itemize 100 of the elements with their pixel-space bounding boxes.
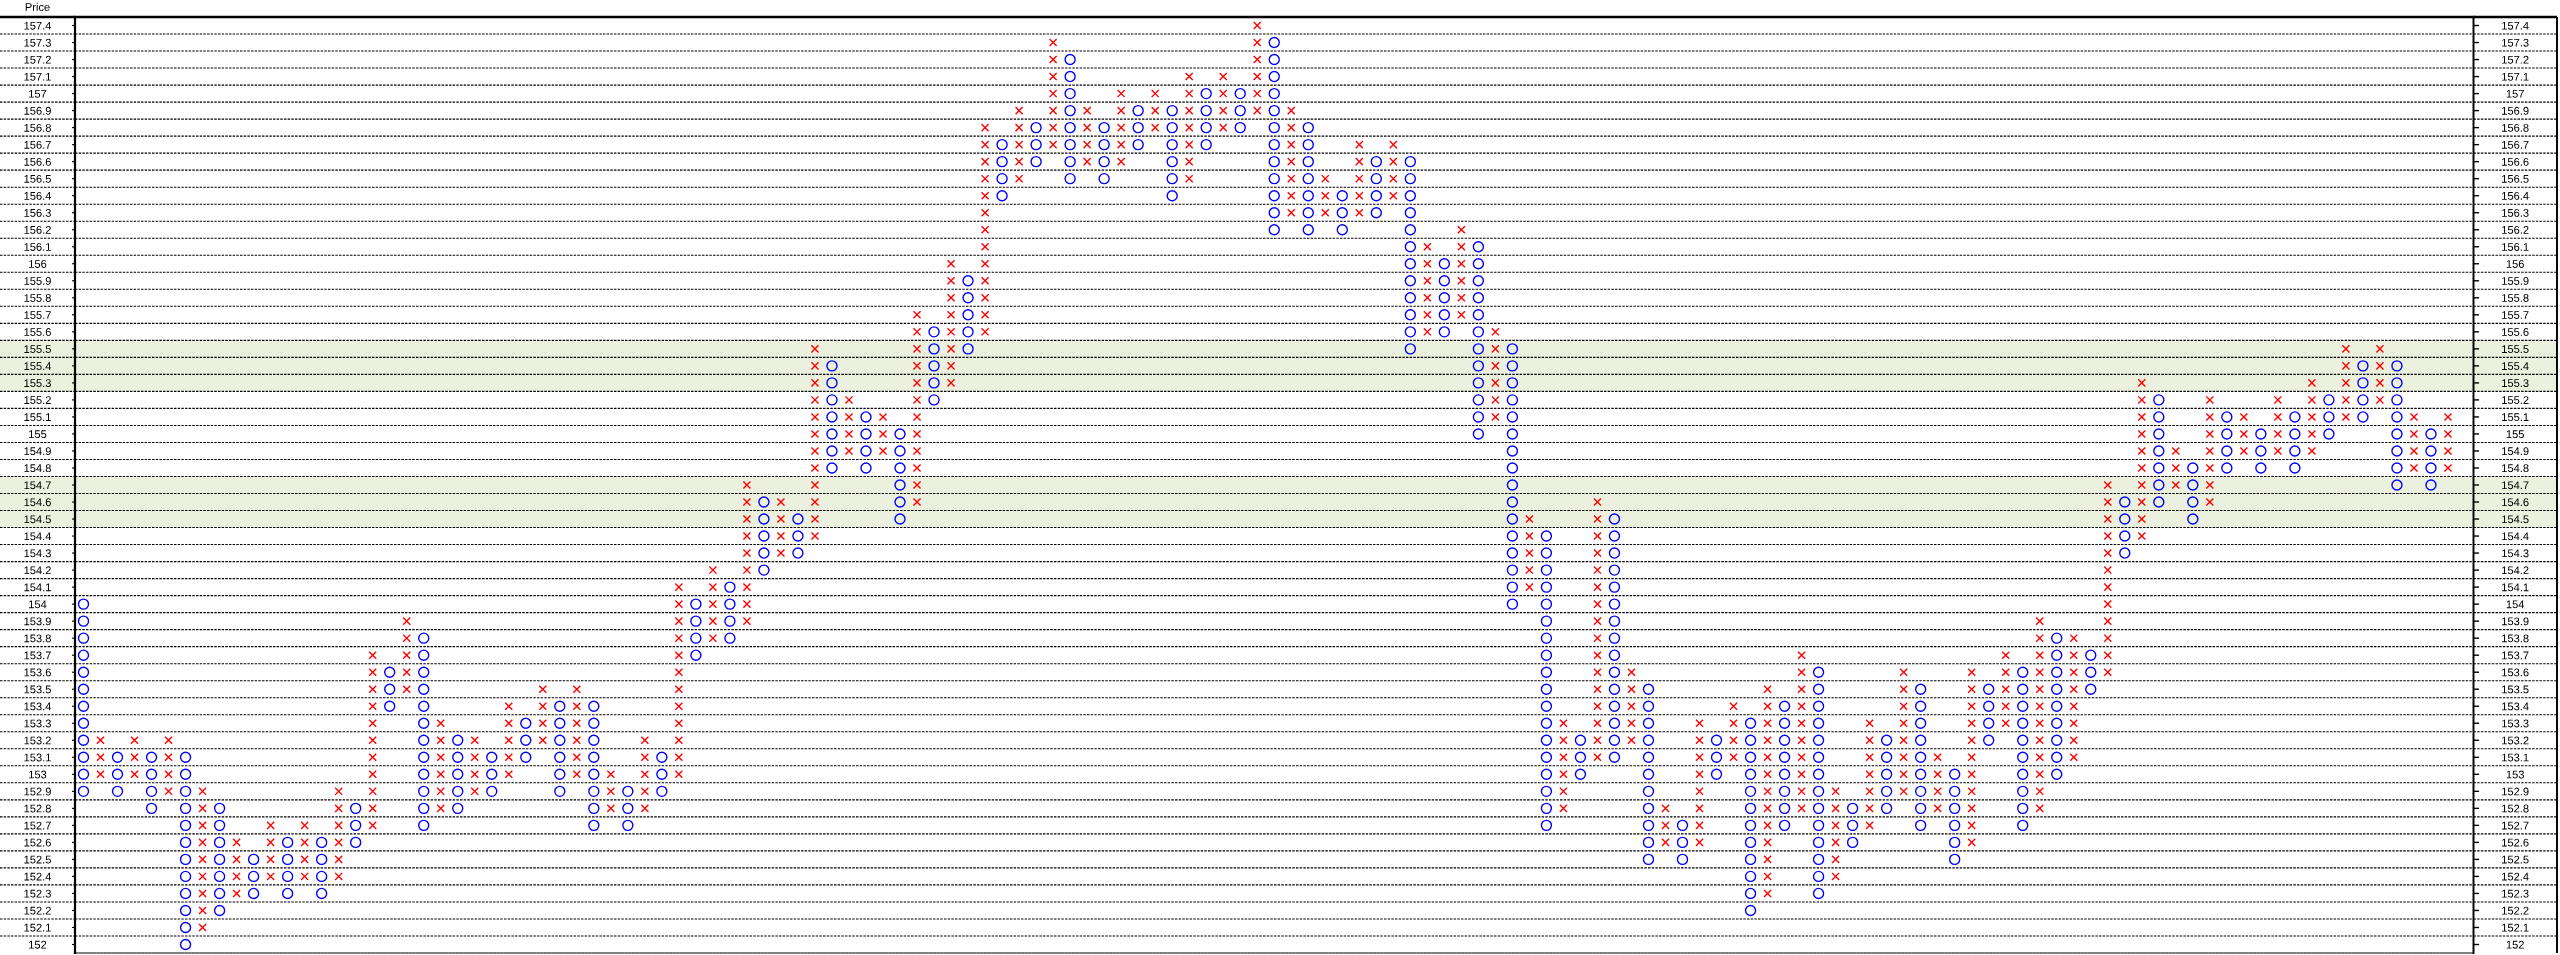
y-tick-label: 153.1	[24, 753, 51, 762]
y-tick-label: 157.1	[24, 72, 51, 81]
y-tick-label: 155.9	[24, 277, 51, 285]
y2-tick-label: 154.7	[2502, 481, 2529, 490]
y2-tick-label: 154.6	[2502, 498, 2529, 507]
y2-tick-label: 156.9	[2502, 106, 2529, 115]
y-tick-label: 152.4	[24, 872, 52, 881]
y-tick-label: 152.6	[24, 838, 51, 847]
y-tick-label: 153.4	[24, 702, 52, 711]
y-tick-label: 157	[29, 89, 47, 98]
y-tick-label: 155.4	[24, 362, 52, 371]
y2-tick-label: 155.2	[2502, 396, 2529, 405]
y-tick-label: 155.2	[24, 396, 51, 405]
y2-tick-label: 155	[2506, 430, 2524, 439]
y2-tick-label: 152.5	[2502, 855, 2529, 864]
y2-tick-label: 154.1	[2502, 583, 2529, 592]
y-tick-label: 153.9	[24, 617, 51, 626]
y-tick-label: 152.1	[24, 923, 51, 932]
y2-tick-label: 152.1	[2502, 923, 2529, 932]
y-tick-label: 156.9	[24, 106, 51, 115]
y-tick-label: 154.7	[24, 481, 51, 490]
y-tick-label: 157.3	[24, 38, 51, 47]
y2-tick-label: 154.3	[2502, 549, 2529, 558]
y-tick-label: 154.3	[24, 549, 51, 558]
y2-tick-label: 156.2	[2502, 225, 2529, 234]
y2-tick-label: 152.6	[2502, 838, 2529, 847]
y2-tick-label: 156.4	[2502, 191, 2529, 200]
y2-tick-label: 152.2	[2502, 906, 2529, 915]
y-tick-label: 156.3	[24, 208, 51, 217]
y-tick-label: 152.5	[24, 855, 51, 864]
y-tick-label: 156.1	[24, 243, 51, 251]
y2-tick-label: 155.3	[2502, 379, 2529, 388]
y2-tick-label: 154	[2506, 600, 2525, 609]
y2-tick-label: 152	[2506, 940, 2524, 949]
y-tick-label: 153.6	[24, 668, 51, 677]
y-tick-label: 153.8	[24, 634, 51, 643]
y2-tick-label: 155.9	[2502, 277, 2529, 285]
y2-tick-label: 152.7	[2502, 821, 2529, 830]
y-tick-label: 156.5	[24, 174, 51, 183]
y2-tick-label: 156.8	[2502, 123, 2529, 132]
y-tick-label: 154.9	[24, 447, 51, 456]
y2-tick-label: 156.3	[2502, 208, 2529, 217]
y-tick-label: 152.2	[24, 906, 51, 915]
y2-tick-label: 157.2	[2502, 55, 2529, 64]
y-tick-label: 152.9	[24, 787, 51, 796]
y-axis-title: Price	[25, 2, 50, 11]
y-tick-label: 157.2	[24, 55, 51, 64]
y2-tick-label: 152.9	[2502, 787, 2529, 796]
y2-tick-label: 156.6	[2502, 157, 2529, 166]
y-tick-label: 154.6	[24, 498, 51, 507]
y-tick-label: 154	[29, 600, 47, 609]
y-tick-label: 152.8	[24, 804, 51, 813]
y-tick-label: 156	[29, 260, 47, 268]
y2-tick-label: 157.4	[2502, 21, 2529, 30]
y-tick-label: 155.8	[24, 294, 51, 302]
y-tick-label: 153.2	[24, 736, 51, 745]
y-tick-label: 155.7	[24, 311, 51, 319]
y2-tick-label: 154.5	[2502, 515, 2529, 524]
y-tick-label: 156.4	[24, 191, 52, 200]
y-tick-label: 154.2	[24, 566, 51, 575]
y2-tick-label: 155.1	[2502, 413, 2529, 422]
y2-tick-label: 157.3	[2502, 38, 2529, 47]
y2-tick-label: 153.1	[2502, 753, 2529, 762]
y2-tick-label: 155.4	[2502, 362, 2529, 371]
y2-tick-label: 153.2	[2502, 736, 2529, 745]
y2-tick-label: 152.3	[2502, 889, 2529, 898]
y-tick-label: 154.4	[24, 532, 52, 541]
y-tick-label: 152.7	[24, 821, 51, 830]
y-tick-label: 154.1	[24, 583, 51, 592]
y2-tick-label: 156.7	[2502, 140, 2529, 149]
y2-tick-label: 155.7	[2502, 311, 2529, 319]
y-tick-label: 155.1	[24, 413, 51, 422]
y2-tick-label: 156.5	[2502, 174, 2529, 183]
y-tick-label: 155.6	[24, 328, 51, 336]
y2-tick-label: 153.9	[2502, 617, 2529, 626]
y2-tick-label: 156.1	[2502, 243, 2529, 251]
y2-tick-label: 154.8	[2502, 464, 2529, 473]
y2-tick-label: 153.6	[2502, 668, 2529, 677]
y-tick-label: 152.3	[24, 889, 51, 898]
y2-tick-label: 153.4	[2502, 702, 2529, 711]
y-tick-label: 156.6	[24, 157, 51, 166]
y-tick-label: 157.4	[24, 21, 52, 30]
y2-tick-label: 155.5	[2502, 345, 2529, 353]
y2-tick-label: 153.8	[2502, 634, 2529, 643]
y-tick-label: 156.7	[24, 140, 51, 149]
y-tick-label: 156.8	[24, 123, 51, 132]
y2-tick-label: 153.5	[2502, 685, 2529, 694]
y-tick-label: 155.5	[24, 345, 51, 353]
y2-tick-label: 153.3	[2502, 719, 2529, 728]
y2-tick-label: 152.4	[2502, 872, 2529, 881]
y2-tick-label: 155.8	[2502, 294, 2529, 302]
y-tick-label: 154.5	[24, 515, 51, 524]
y-tick-label: 154.8	[24, 464, 51, 473]
y2-tick-label: 153.7	[2502, 651, 2529, 660]
y2-tick-label: 156	[2506, 260, 2524, 268]
y2-tick-label: 157.1	[2502, 72, 2529, 81]
y-tick-label: 153.5	[24, 685, 51, 694]
y2-tick-label: 154.9	[2502, 447, 2529, 456]
y-tick-label: 155	[29, 430, 47, 439]
y2-tick-label: 152.8	[2502, 804, 2529, 813]
